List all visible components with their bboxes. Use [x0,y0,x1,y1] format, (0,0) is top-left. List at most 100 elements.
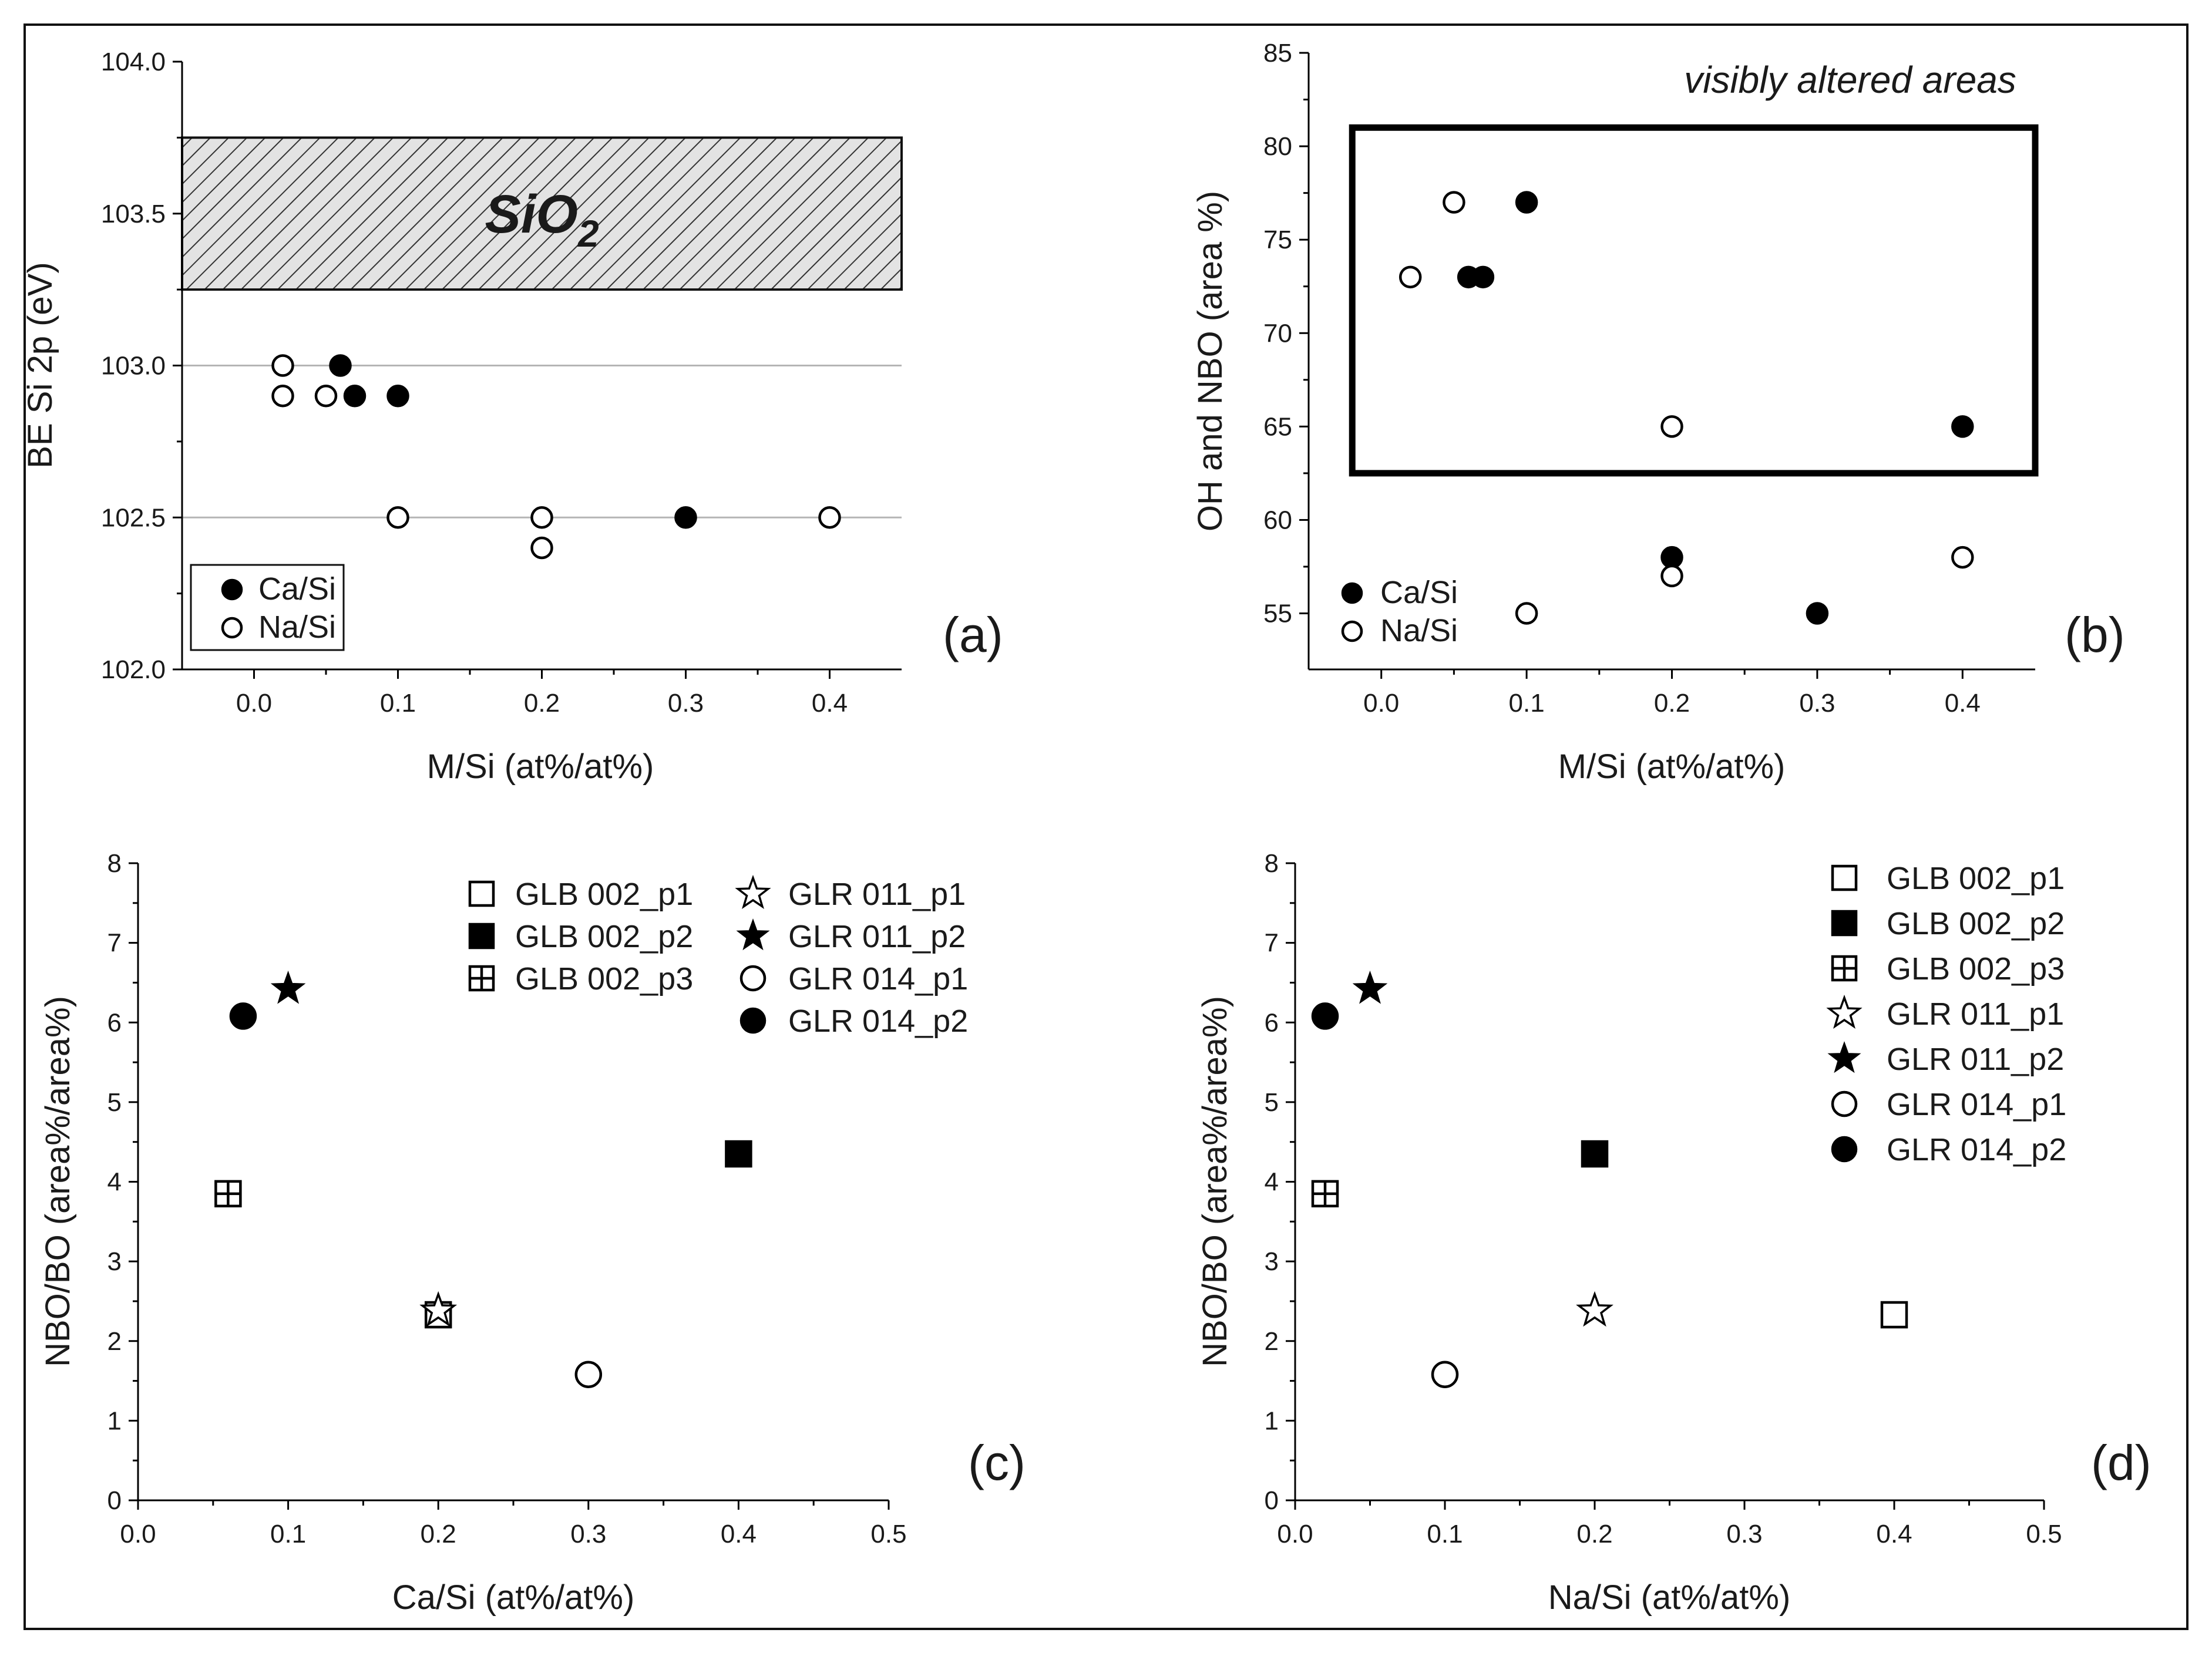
panel-d-y-tick-label: 7 [1265,929,1279,958]
panel-b-altered-box [1349,124,2039,477]
panel-b-legend-marker [1341,582,1363,604]
panel-c-legend-label: GLR 011_p2 [788,919,966,954]
panel-b-altered-box: visibly altered areas [1349,59,2039,477]
panel-c-legend-marker [735,874,771,909]
panel-a-point-na-si [530,536,553,560]
panel-c-legend-label: GLB 002_p2 [515,919,693,954]
panel-b-y-tick-label: 70 [1263,319,1292,348]
panel-a-point-na-si [818,506,841,529]
panel-c-legend-label: GLR 014_p1 [788,961,968,996]
panel-d-x-tick-label: 0.1 [1427,1520,1463,1548]
panel-c-y-label: NBO/BO (area%/area%) [39,996,77,1367]
panel-c-y-tick-label: 6 [107,1008,122,1037]
panel-a-axes: 0.0 0.1 0.2 0.3 0.4 102.0 102.5 103.0 103.5 104.0 [101,48,902,718]
panel-d-point-glb-002-p2 [1581,1140,1609,1168]
panel-a-point-na-si [314,385,338,408]
panel-b-point-na-si [1951,546,1974,569]
panel-c-legend-label: GLB 002_p3 [515,961,693,996]
panel-b-y-tick-label: 80 [1263,132,1292,161]
panel-b-point-na-si [1660,415,1683,438]
panel-b-label: (b) [2065,607,2125,662]
panel-a-sio2-region [181,136,903,291]
panel-b-y-tick-label: 75 [1263,225,1292,254]
panel-d-markers [1311,970,1908,1388]
panel-a-sio2-label: SiO2 [485,184,599,255]
panel-b-x-tick-label: 0.2 [1654,689,1690,718]
panel-b-x-label: M/Si (at%/at%) [1558,748,1786,786]
panel-d-legend-marker [1827,1041,1861,1073]
panel-d-point-glb-002-p3 [1311,1180,1339,1208]
panel-d-x-tick-label: 0.0 [1277,1520,1313,1548]
panel-a-point-ca-si [674,506,697,529]
panel-a-y-tick-label: 102.5 [101,503,166,532]
panel-d-legend-marker [1831,864,1858,891]
panel-b-point-ca-si [1660,546,1683,569]
panel-b-axes: 0.0 0.1 0.2 0.3 0.4 55 60 65 70 75 80 85 [1263,39,2035,718]
panel-d-y-tick-label: 1 [1265,1406,1279,1435]
panel-d-point-glb-002-p1 [1880,1301,1908,1329]
panel-d-legend-marker [1826,994,1863,1029]
panel-c-point-glr-011-p2 [270,970,306,1004]
panel-d-x-label: Na/Si (at%/at%) [1548,1578,1791,1617]
panel-c-x-tick-label: 0.1 [270,1520,306,1548]
panel-a-x-label: M/Si (at%/at%) [427,748,654,786]
panel-d-legend-marker [1831,955,1858,982]
panel-d-legend-marker [1831,910,1858,937]
panel-d-x-tick-label: 0.4 [1876,1520,1912,1548]
panel-b-y-tick-label: 55 [1263,600,1292,628]
panel-c-point-glb-002-p3 [214,1180,242,1208]
panel-c-y-tick-label: 4 [107,1168,122,1197]
panel-d-legend-label: GLB 002_p2 [1887,906,2065,941]
panel-c-legend-marker [468,880,495,907]
panel-d-x-tick-label: 0.3 [1726,1520,1762,1548]
panel-c-legend: GLB 002_p1 GLB 002_p2 GLB 002_p3 GLR 011_p1… [468,874,968,1039]
panel-a-point-na-si [386,506,409,529]
panel-b-point-na-si [1399,265,1422,289]
panel-d-x-tick-label: 0.2 [1576,1520,1612,1548]
panel-a-label: (a) [943,607,1003,662]
panel-a-point-ca-si [386,385,409,408]
panel-d-y-tick-label: 5 [1265,1088,1279,1117]
panel-a-x-tick-label: 0.0 [236,689,272,718]
panel-d-legend-label: GLB 002_p3 [1887,951,2065,987]
panel-c-y-tick-label: 0 [107,1486,122,1515]
panel-d-point-glr-011-p2 [1352,970,1388,1004]
panel-d-legend-marker [1831,1090,1858,1117]
panel-b-point-ca-si [1806,602,1829,625]
panel-d-label: (d) [2091,1435,2152,1490]
panel-c-legend-label: GLR 011_p1 [788,877,966,912]
panel-d-legend: GLB 002_p1 GLB 002_p2 GLB 002_p3 GLR 011_p1… [1826,861,2066,1167]
panel-b-y-tick-label: 85 [1263,39,1292,68]
panel-b-markers [1399,191,1974,625]
panel-d-y-tick-label: 2 [1265,1327,1279,1356]
panel-d-y-tick-label: 8 [1265,849,1279,878]
panel-d-axes: 0.0 0.1 0.2 0.3 0.4 0.5 0 1 2 3 4 5 6 7 8 [1265,849,2062,1548]
panel-b-x-tick-label: 0.3 [1799,689,1835,718]
panel-d-legend-label: GLB 002_p1 [1887,861,2065,896]
panel-b-altered-label: visibly altered areas [1684,59,2016,101]
panel-c-legend-label: GLB 002_p1 [515,877,693,912]
panel-b-point-na-si [1660,564,1683,588]
panel-c-x-tick-label: 0.4 [721,1520,757,1548]
panel-b-y-tick-label: 60 [1263,506,1292,534]
panel-b-x-tick-label: 0.0 [1363,689,1399,718]
panel-a-point-na-si [271,354,294,377]
panel-c-point-glr-014-p1 [574,1361,603,1388]
panel-a-x-tick-label: 0.1 [380,689,416,718]
panel-a-markers [271,354,841,560]
panel-d-legend-label: GLR 014_p2 [1887,1132,2066,1167]
panel-d-x-tick-label: 0.5 [2026,1520,2062,1548]
panel-d-y-tick-label: 3 [1265,1247,1279,1276]
panel-c-x-label: Ca/Si (at%/at%) [392,1578,635,1617]
panel-b-y-label: OH and NBO (area %) [1191,191,1229,531]
panel-c-legend-marker [739,965,767,992]
panel-c-label: (c) [968,1435,1026,1490]
panel-c-x-tick-label: 0.3 [570,1520,606,1548]
panel-d-point-glr-014-p2 [1311,1002,1339,1030]
